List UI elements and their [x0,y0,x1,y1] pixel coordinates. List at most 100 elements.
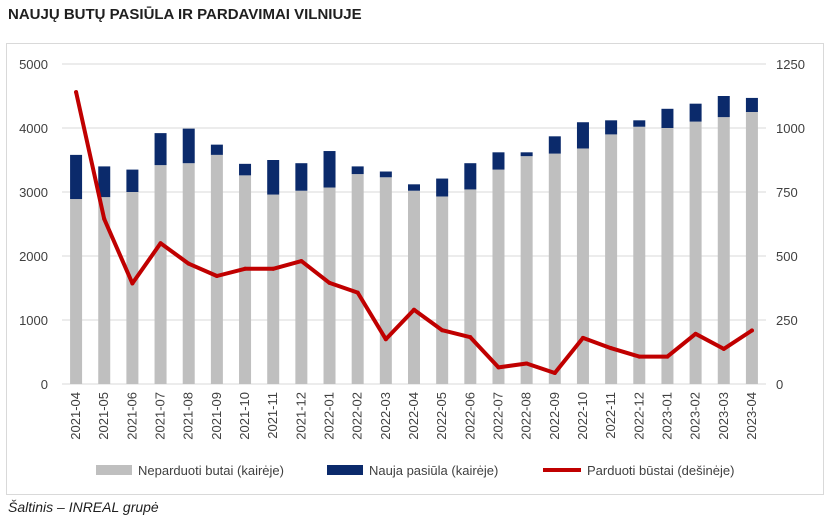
bars [70,96,758,385]
x-axis-tick-label: 2021-06 [124,392,139,440]
x-axis-tick-label: 2021-04 [68,392,83,440]
x-axis-tick-label: 2021-05 [96,392,111,440]
left-axis-tick-label: 5000 [19,57,48,72]
bar-new-supply [379,171,392,178]
bar-unsold [633,126,646,384]
sold-point [214,273,219,278]
bar-unsold [70,199,83,384]
bar-new-supply [295,163,308,191]
bar-unsold [436,196,449,384]
bar-unsold [464,189,477,384]
x-axis-tick-label: 2023-03 [716,392,731,440]
legend-swatch-unsold [96,465,132,475]
sold-point [271,266,276,271]
bar-new-supply [323,151,336,188]
axes: 0 0 1000 250 2000 500 3000 750 4000 1000 5000 1250 2… [19,57,805,440]
sold-point [102,216,107,221]
x-axis-tick-label: 2021-11 [265,392,280,439]
left-axis-tick-label: 3000 [19,185,48,200]
bar-new-supply [182,128,195,164]
sold-point [299,259,304,264]
x-axis-tick-label: 2022-11 [603,392,618,439]
bar-new-supply [633,120,646,127]
legend: Neparduoti butai (kairėje) Nauja pasiūla … [96,463,734,478]
bar-unsold [379,177,392,384]
x-axis-tick-label: 2021-10 [237,392,252,440]
legend-swatch-new-supply [327,465,363,475]
bar-new-supply [239,163,252,176]
sold-point [609,346,614,351]
bar-new-supply [210,144,223,155]
bar-new-supply [576,122,589,149]
bar-unsold [154,165,167,384]
sold-point [130,281,135,286]
x-axis-tick-label: 2022-09 [547,392,562,440]
x-axis-tick-label: 2022-04 [406,392,421,440]
bar-new-supply [717,96,730,118]
x-axis-tick-label: 2021-12 [293,392,308,440]
bar-unsold [605,134,618,384]
left-axis-tick-label: 2000 [19,249,48,264]
bar-unsold [745,112,758,384]
sold-point [355,290,360,295]
sold-point [693,331,698,336]
sold-point [327,280,332,285]
sold-point [243,266,248,271]
bar-new-supply [661,108,674,128]
x-axis-tick-label: 2022-08 [519,392,534,440]
right-axis-tick-label: 1250 [776,57,805,72]
x-axis-tick-label: 2022-07 [490,392,505,440]
right-axis-tick-label: 1000 [776,121,805,136]
sold-point [637,354,642,359]
right-axis-tick-label: 0 [776,377,783,392]
x-axis-tick-label: 2022-10 [575,392,590,440]
sold-point [186,261,191,266]
bar-unsold [408,190,420,384]
sold-point [468,335,473,340]
source-note: Šaltinis – INREAL grupė [8,499,159,515]
bar-new-supply [267,160,280,195]
x-axis-tick-label: 2022-02 [350,392,365,440]
bar-unsold [210,154,223,384]
x-axis-tick-label: 2022-06 [462,392,477,440]
bar-unsold [239,175,252,384]
bar-new-supply [98,166,111,198]
x-axis-tick-label: 2021-08 [181,392,196,440]
bar-unsold [126,192,139,384]
right-axis-tick-label: 250 [776,313,798,328]
bar-unsold [323,187,336,384]
bar-unsold [520,156,533,384]
right-axis-tick-label: 500 [776,249,798,264]
right-axis-tick-label: 750 [776,185,798,200]
x-axis-tick-label: 2022-01 [322,392,337,440]
x-axis-tick-label: 2022-03 [378,392,393,440]
sold-point [496,365,501,370]
x-axis-tick-label: 2023-01 [659,392,674,440]
legend-label-unsold: Neparduoti butai (kairėje) [138,463,284,478]
legend-label-new-supply: Nauja pasiūla (kairėje) [369,463,498,478]
x-axis-tick-label: 2023-04 [744,392,759,440]
bar-unsold [267,194,280,384]
sold-point [721,346,726,351]
bar-new-supply [464,163,477,190]
sold-point [158,241,163,246]
bar-new-supply [492,152,505,170]
chart-title: NAUJŲ BUTŲ PASIŪLA IR PARDAVIMAI VILNIUJ… [8,6,362,23]
bar-new-supply [520,152,533,157]
sold-point [580,335,585,340]
bar-new-supply [70,154,83,200]
bar-new-supply [408,184,420,191]
bar-new-supply [126,169,139,192]
sold-point [440,328,445,333]
bar-new-supply [436,178,449,197]
x-axis-tick-label: 2022-12 [631,392,646,440]
bar-new-supply [351,166,364,175]
bar-unsold [492,169,505,384]
x-axis-tick-label: 2023-02 [688,392,703,440]
bar-unsold [182,163,195,384]
bar-unsold [689,121,702,384]
sold-point [552,370,557,375]
bar-unsold [576,148,589,384]
sold-point [74,90,79,95]
